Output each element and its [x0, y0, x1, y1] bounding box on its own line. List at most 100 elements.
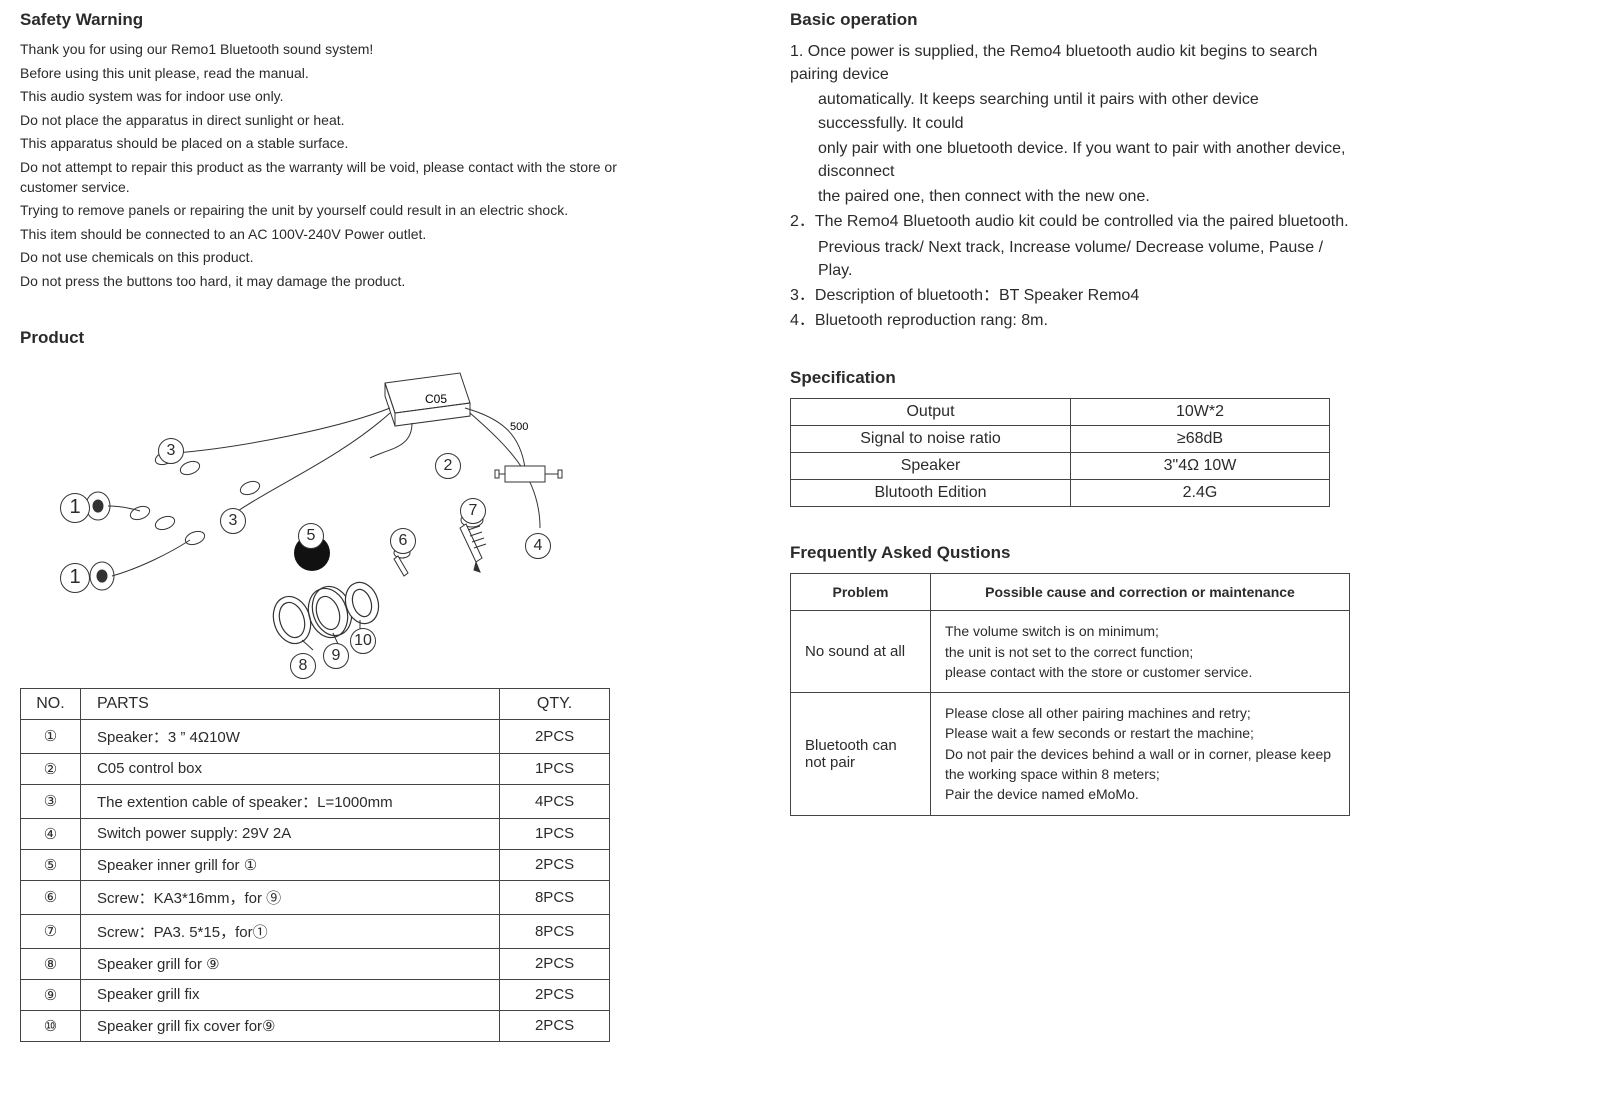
faq-header-cause: Possible cause and correction or mainten…	[931, 574, 1350, 611]
table-row: ⑤Speaker inner grill for ①2PCS	[21, 849, 610, 880]
table-row: ①Speaker：3 ” 4Ω10W2PCS	[21, 719, 610, 753]
table-row: ②C05 control box1PCS	[21, 753, 610, 784]
parts-cell-no: ⑦	[21, 914, 81, 948]
basic-operation-list: 1. Once power is supplied, the Remo4 blu…	[790, 40, 1350, 332]
diagram-callout: 3	[220, 508, 246, 534]
specification-table: Output10W*2Signal to noise ratio≥68dBSpe…	[790, 398, 1330, 507]
parts-header-qty: QTY.	[500, 688, 610, 719]
spec-key: Blutooth Edition	[791, 480, 1071, 507]
parts-cell-no: ①	[21, 719, 81, 753]
parts-cell-no: ⑩	[21, 1010, 81, 1041]
parts-header-parts: PARTS	[80, 688, 499, 719]
parts-cell-part: Screw：KA3*16mm，for ⑨	[80, 880, 499, 914]
basic-operation-line: 1. Once power is supplied, the Remo4 blu…	[790, 40, 1350, 86]
parts-cell-qty: 2PCS	[500, 1010, 610, 1041]
parts-cell-qty: 2PCS	[500, 719, 610, 753]
parts-cell-part: Switch power supply: 29V 2A	[80, 818, 499, 849]
safety-line: Trying to remove panels or repairing the…	[20, 201, 630, 221]
parts-cell-qty: 8PCS	[500, 914, 610, 948]
parts-cell-part: Speaker inner grill for ①	[80, 849, 499, 880]
parts-table: NO. PARTS QTY. ①Speaker：3 ” 4Ω10W2PCS②C0…	[20, 688, 610, 1042]
diagram-callout: 1	[60, 563, 90, 593]
parts-cell-no: ⑥	[21, 880, 81, 914]
spec-val: 10W*2	[1071, 399, 1330, 426]
safety-line: This audio system was for indoor use onl…	[20, 87, 630, 107]
basic-operation-line: the paired one, then connect with the ne…	[790, 185, 1350, 208]
diagram-callout: 8	[290, 653, 316, 679]
safety-warning-list: Thank you for using our Remo1 Bluetooth …	[20, 40, 630, 292]
spec-val: ≥68dB	[1071, 426, 1330, 453]
safety-line: Thank you for using our Remo1 Bluetooth …	[20, 40, 630, 60]
parts-cell-no: ⑧	[21, 948, 81, 979]
table-row: Blutooth Edition2.4G	[791, 480, 1330, 507]
table-row: Bluetooth can not pairPlease close all o…	[791, 693, 1350, 815]
parts-cell-qty: 1PCS	[500, 818, 610, 849]
parts-cell-part: Speaker grill fix cover for⑨	[80, 1010, 499, 1041]
parts-cell-no: ③	[21, 784, 81, 818]
specification-heading: Specification	[790, 368, 1350, 388]
diagram-callout: 9	[323, 643, 349, 669]
table-row: ⑥Screw：KA3*16mm，for ⑨8PCS	[21, 880, 610, 914]
parts-cell-qty: 8PCS	[500, 880, 610, 914]
diagram-callout: 5	[298, 523, 324, 549]
faq-cause: The volume switch is on minimum;the unit…	[931, 611, 1350, 693]
faq-heading: Frequently Asked Qustions	[790, 543, 1350, 563]
basic-operation-line: 4．Bluetooth reproduction rang: 8m.	[790, 309, 1350, 332]
spec-key: Output	[791, 399, 1071, 426]
faq-table: Problem Possible cause and correction or…	[790, 573, 1350, 815]
product-heading: Product	[20, 328, 630, 348]
parts-cell-part: The extention cable of speaker：L=1000mm	[80, 784, 499, 818]
safety-line: Do not attempt to repair this product as…	[20, 158, 630, 197]
table-row: Signal to noise ratio≥68dB	[791, 426, 1330, 453]
basic-operation-line: 3．Description of bluetooth：BT Speaker Re…	[790, 284, 1350, 307]
table-row: ⑦Screw：PA3. 5*15，for①8PCS	[21, 914, 610, 948]
spec-key: Signal to noise ratio	[791, 426, 1071, 453]
faq-problem: No sound at all	[791, 611, 931, 693]
product-diagram: C05 500	[40, 358, 600, 678]
table-row: ⑧Speaker grill for ⑨2PCS	[21, 948, 610, 979]
faq-cause: Please close all other pairing machines …	[931, 693, 1350, 815]
parts-cell-qty: 2PCS	[500, 979, 610, 1010]
basic-operation-line: 2．The Remo4 Bluetooth audio kit could be…	[790, 210, 1350, 233]
safety-line: Before using this unit please, read the …	[20, 64, 630, 84]
parts-cell-qty: 1PCS	[500, 753, 610, 784]
safety-warning-heading: Safety Warning	[20, 10, 630, 30]
table-row: ④Switch power supply: 29V 2A1PCS	[21, 818, 610, 849]
diagram-svg: C05 500	[40, 358, 600, 678]
parts-cell-no: ⑤	[21, 849, 81, 880]
basic-operation-line: automatically. It keeps searching until …	[790, 88, 1350, 134]
diagram-callout: 2	[435, 453, 461, 479]
spec-key: Speaker	[791, 453, 1071, 480]
basic-operation-line: Previous track/ Next track, Increase vol…	[790, 236, 1350, 282]
diagram-callout: 4	[525, 533, 551, 559]
parts-cell-qty: 2PCS	[500, 948, 610, 979]
safety-line: This item should be connected to an AC 1…	[20, 225, 630, 245]
diagram-callout: 6	[390, 528, 416, 554]
basic-operation-line: only pair with one bluetooth device. If …	[790, 137, 1350, 183]
safety-line: Do not press the buttons too hard, it ma…	[20, 272, 630, 292]
parts-cell-part: Screw：PA3. 5*15，for①	[80, 914, 499, 948]
table-row: ③The extention cable of speaker：L=1000mm…	[21, 784, 610, 818]
table-row: Speaker3"4Ω 10W	[791, 453, 1330, 480]
parts-cell-part: Speaker grill for ⑨	[80, 948, 499, 979]
diagram-callout: 1	[60, 493, 90, 523]
diagram-psu-label: 500	[510, 421, 528, 433]
parts-cell-no: ②	[21, 753, 81, 784]
diagram-callout: 10	[350, 628, 376, 654]
parts-cell-qty: 4PCS	[500, 784, 610, 818]
parts-cell-part: C05 control box	[80, 753, 499, 784]
diagram-box-label: C05	[425, 392, 447, 406]
parts-cell-no: ⑨	[21, 979, 81, 1010]
faq-header-problem: Problem	[791, 574, 931, 611]
table-row: ⑨Speaker grill fix2PCS	[21, 979, 610, 1010]
parts-cell-part: Speaker grill fix	[80, 979, 499, 1010]
safety-line: Do not place the apparatus in direct sun…	[20, 111, 630, 131]
diagram-callout: 7	[460, 498, 486, 524]
table-row: Output10W*2	[791, 399, 1330, 426]
table-row: ⑩Speaker grill fix cover for⑨2PCS	[21, 1010, 610, 1041]
parts-cell-no: ④	[21, 818, 81, 849]
spec-val: 2.4G	[1071, 480, 1330, 507]
spec-val: 3"4Ω 10W	[1071, 453, 1330, 480]
parts-cell-part: Speaker：3 ” 4Ω10W	[80, 719, 499, 753]
table-row: No sound at allThe volume switch is on m…	[791, 611, 1350, 693]
